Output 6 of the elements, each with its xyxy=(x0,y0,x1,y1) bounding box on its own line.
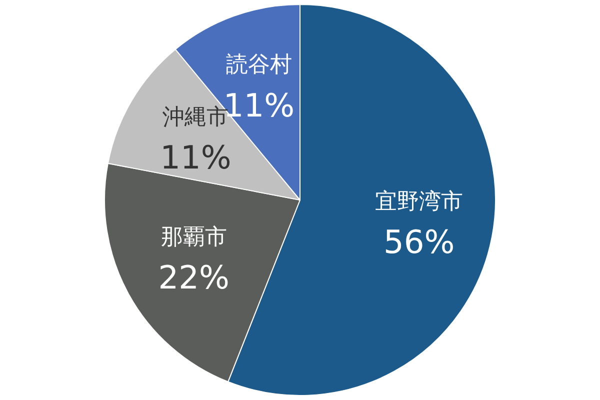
slice-label: 那覇市 xyxy=(160,225,227,250)
slice-label: 読谷村 xyxy=(226,52,292,78)
data-label: 56% xyxy=(384,223,455,262)
data-label: 11% xyxy=(160,138,232,177)
data-label: 22% xyxy=(158,258,230,297)
slice-label: 宜野湾市 xyxy=(375,189,464,214)
